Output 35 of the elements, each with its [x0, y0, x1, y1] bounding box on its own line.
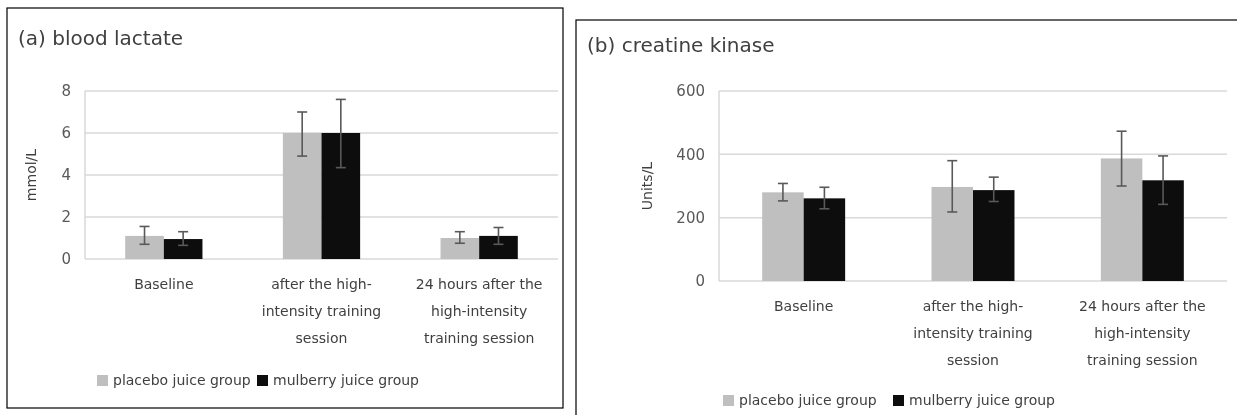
- bar: [125, 235, 164, 259]
- bar: [282, 133, 322, 259]
- bar: [1100, 158, 1143, 281]
- y-tick-label: 8: [61, 82, 71, 101]
- y-tick-label: 6: [61, 124, 71, 143]
- bar: [931, 186, 973, 281]
- x-tick-label: Baseline: [134, 276, 194, 292]
- bar: [479, 235, 518, 259]
- y-axis-title: Units/L: [639, 161, 655, 211]
- bar: [973, 190, 1015, 281]
- bar: [440, 238, 480, 259]
- x-tick-label: Baseline: [773, 298, 834, 314]
- y-tick-label: 600: [676, 82, 705, 101]
- bar: [321, 133, 361, 259]
- y-tick-label: 0: [61, 250, 71, 269]
- legend-label: placebo juice group: [113, 372, 251, 388]
- y-tick-label: 0: [695, 272, 705, 291]
- y-tick-label: 2: [61, 208, 71, 227]
- bar: [1142, 180, 1184, 281]
- bar: [762, 192, 804, 281]
- chart-title: (a) blood lactate: [18, 26, 184, 50]
- legend-label: mulberry juice group: [273, 372, 420, 388]
- y-axis-title: mmol/L: [23, 148, 39, 202]
- y-tick-label: 400: [676, 145, 705, 164]
- x-tick-label: 24 hours after the high-intensity training session: [415, 276, 543, 346]
- bar: [803, 198, 846, 281]
- x-tick-label: after the high-intensity training session: [913, 298, 1033, 368]
- x-tick-label: after the high-intensity training session: [261, 276, 382, 346]
- legend-label: mulberry juice group: [909, 392, 1056, 408]
- x-tick-label: 24 hours after the high-intensity training session: [1079, 298, 1206, 368]
- y-tick-label: 200: [676, 208, 705, 227]
- y-tick-label: 4: [61, 166, 71, 185]
- legend-label: placebo juice group: [739, 392, 877, 408]
- chart-title: (b) creatine kinase: [587, 33, 775, 57]
- bar: [163, 239, 203, 259]
